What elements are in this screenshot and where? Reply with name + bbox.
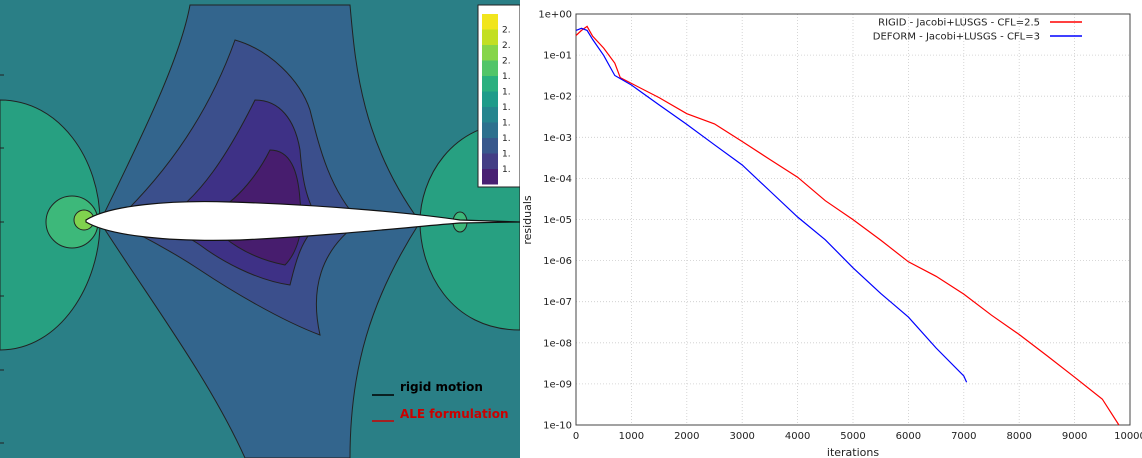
y-tick-label: 1e-05	[543, 215, 572, 226]
y-tick-label: 1e-02	[543, 92, 572, 103]
legend-entry-label: RIGID - Jacobi+LUSGS - CFL=2.5	[878, 18, 1040, 29]
contour-swatch	[482, 153, 498, 169]
x-tick-label: 0	[573, 431, 579, 442]
contour-legend-value: 1.	[502, 119, 511, 129]
x-tick-label: 3000	[729, 431, 754, 442]
series-line-rigid	[575, 25, 1120, 426]
contour-legend-value: 2.	[502, 41, 511, 51]
contour-swatch	[482, 91, 498, 107]
residuals-chart: 1e+00 1e-01 1e-02 1e-03 1e-04 1e-05 1e-06 1e-07…	[521, 10, 1142, 458]
y-tick-label: 1e-07	[543, 297, 572, 308]
series-line-deform	[575, 27, 968, 383]
y-tick-label: 1e-03	[543, 133, 572, 144]
x-tick-label: 1000	[619, 431, 644, 442]
x-tick-label: 7000	[951, 431, 976, 442]
ale-formulation-label: ALE formulation	[400, 407, 509, 421]
contour-swatch	[482, 122, 498, 138]
contour-legend-value: 2.	[502, 26, 511, 36]
line-style-legend: rigid motion ALE formulation	[372, 380, 509, 422]
y-tick-label: 1e-08	[543, 338, 572, 349]
contour-swatch	[482, 169, 498, 185]
left-axis-ticks	[0, 74, 4, 444]
series-lines	[575, 25, 1120, 426]
x-tick-label: 2000	[674, 431, 699, 442]
contour-swatch	[482, 107, 498, 123]
x-tick-label: 5000	[840, 431, 865, 442]
contour-swatch	[482, 29, 498, 45]
x-tick-label: 6000	[896, 431, 921, 442]
x-tick-label: 4000	[785, 431, 810, 442]
rigid-motion-label: rigid motion	[400, 380, 483, 394]
plot-frame	[575, 13, 1131, 426]
airfoil-shape	[85, 200, 520, 241]
y-tick-label: 1e-04	[543, 174, 572, 185]
contour-color-legend: 2. 2. 2. 1. 1. 1. 1. 1. 1. 1.	[477, 4, 520, 188]
x-tick-label: 9000	[1062, 431, 1087, 442]
contour-legend-value: 1.	[502, 165, 511, 175]
y-tick-label: 1e-09	[543, 379, 572, 390]
x-axis-ticks: 0 1000 2000 3000 4000 5000 6000 7000 8000 9000 100…	[573, 431, 1142, 442]
pressure-contour-plot: 2. 2. 2. 1. 1. 1. 1. 1. 1. 1. rigid motion ALE fo…	[0, 0, 520, 458]
contour-swatch	[482, 76, 498, 92]
y-axis-label: residuals	[521, 195, 534, 245]
contour-legend-value: 1.	[502, 103, 511, 113]
y-tick-label: 1e-10	[543, 421, 572, 432]
x-axis-label: iterations	[827, 446, 879, 458]
contour-swatch	[482, 60, 498, 76]
y-tick-label: 1e+00	[538, 10, 572, 21]
contour-legend-value: 1.	[502, 88, 511, 98]
contour-legend-value: 1.	[502, 134, 511, 144]
y-axis-ticks: 1e+00 1e-01 1e-02 1e-03 1e-04 1e-05 1e-06 1e-07…	[538, 10, 572, 432]
contour-swatch	[482, 45, 498, 61]
y-tick-label: 1e-01	[543, 51, 572, 62]
x-tick-label: 10000	[1114, 431, 1142, 442]
legend-entry-label: DEFORM - Jacobi+LUSGS - CFL=3	[873, 32, 1040, 43]
contour-swatch	[482, 14, 498, 30]
contour-legend-value: 1.	[502, 72, 511, 82]
y-tick-label: 1e-06	[543, 256, 572, 267]
chart-legend: RIGID - Jacobi+LUSGS - CFL=2.5 DEFORM - J…	[873, 18, 1082, 43]
x-tick-label: 8000	[1006, 431, 1031, 442]
contour-legend-value: 1.	[502, 150, 511, 160]
contour-legend-value: 2.	[502, 57, 511, 67]
contour-swatch	[482, 138, 498, 154]
